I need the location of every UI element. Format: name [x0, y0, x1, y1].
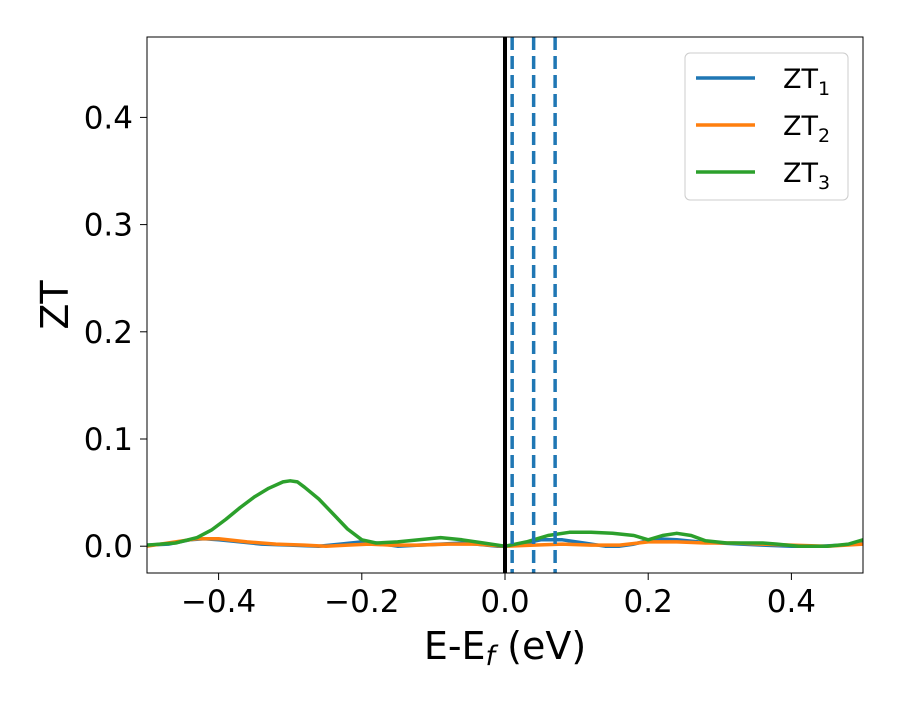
y-tick-label: 0.1	[84, 422, 133, 458]
y-tick-label: 0.4	[84, 100, 133, 136]
y-tick-label: 0.0	[84, 529, 133, 565]
y-axis-title: ZT	[33, 280, 77, 330]
legend-label-zt1: ZT1	[783, 64, 830, 100]
y-axis-ticks: 0.0 0.1 0.2 0.3 0.4	[84, 100, 147, 565]
plot-area	[147, 37, 863, 573]
series-line-zt3	[147, 479, 863, 548]
legend-label-zt3: ZT3	[783, 158, 830, 194]
axes-frame	[146, 36, 864, 574]
x-tick-label: 0.4	[767, 584, 816, 620]
y-tick-label: 0.2	[84, 315, 133, 351]
x-axis-title: E-Ef (eV)	[424, 624, 586, 672]
x-axis-ticks: −0.4 −0.2 0.0 0.2 0.4	[181, 573, 816, 620]
x-tick-label: 0.2	[624, 584, 673, 620]
legend-box	[684, 52, 849, 201]
legend: ZT1 ZT2 ZT3	[684, 52, 849, 201]
x-tick-label: 0.0	[480, 584, 529, 620]
y-tick-label: 0.3	[84, 208, 133, 244]
x-tick-label: −0.4	[181, 584, 256, 620]
x-tick-label: −0.2	[324, 584, 399, 620]
legend-label-zt2: ZT2	[783, 111, 830, 147]
